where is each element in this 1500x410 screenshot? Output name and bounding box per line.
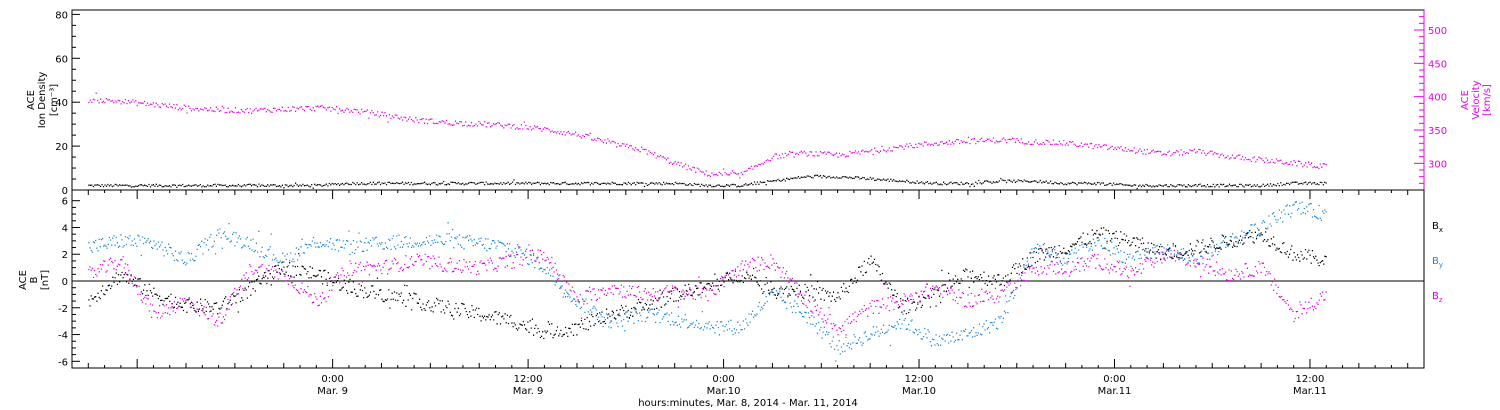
x-tick-time-label: 12:00 bbox=[905, 374, 934, 385]
top-right-tick-label: 350 bbox=[1428, 126, 1447, 137]
x-tick-time-label: 0:00 bbox=[712, 374, 734, 385]
x-tick-date-label: Mar. 9 bbox=[513, 386, 544, 397]
x-tick-time-label: 12:00 bbox=[1296, 374, 1325, 385]
top-left-ylabel-1: ACE bbox=[26, 90, 37, 110]
bottom-panel-frame bbox=[71, 189, 1425, 369]
series-ion-density bbox=[88, 174, 1327, 190]
top-left-tick-label: 80 bbox=[55, 10, 68, 21]
bottom-ylabel-2: B bbox=[29, 276, 40, 283]
bottom-left-tick-label: -4 bbox=[58, 331, 68, 342]
bottom-left-tick-label: 0 bbox=[62, 277, 68, 288]
top-right-tick-label: 400 bbox=[1428, 93, 1447, 104]
bottom-left-tick-label: 4 bbox=[62, 223, 68, 234]
top-left-ylabel-3: [cm⁻³] bbox=[49, 84, 60, 116]
bottom-left-ticks: -6 -4 -2 0 2 4 6 bbox=[58, 197, 80, 368]
x-tick-time-label: 12:00 bbox=[514, 374, 543, 385]
legend-bx: Bx bbox=[1432, 221, 1443, 234]
top-panel: 0 20 40 60 80 300 350 400 450 500 ACE Ion Densit… bbox=[26, 9, 1493, 197]
x-tick-time-label: 0:00 bbox=[1103, 374, 1125, 385]
bottom-ylabel-1: ACE bbox=[18, 270, 29, 290]
legend-bz: Bz bbox=[1432, 291, 1443, 304]
top-right-ylabel-2: Velocity bbox=[1471, 80, 1482, 119]
top-panel-data bbox=[88, 92, 1327, 190]
series-by bbox=[88, 201, 1327, 362]
bottom-ylabel-3: [nT] bbox=[40, 270, 51, 290]
bottom-left-tick-label: 6 bbox=[62, 197, 68, 208]
top-left-tick-label: 0 bbox=[62, 186, 68, 197]
top-right-tick-label: 450 bbox=[1428, 59, 1447, 70]
bottom-left-tick-label: -2 bbox=[58, 304, 68, 315]
bottom-left-tick-label: -6 bbox=[58, 357, 68, 368]
top-left-tick-label: 40 bbox=[55, 98, 68, 109]
top-left-tick-label: 60 bbox=[55, 54, 68, 65]
bottom-panel-data bbox=[88, 201, 1327, 362]
x-tick-date-label: Mar.10 bbox=[902, 386, 936, 397]
series-bx bbox=[88, 227, 1327, 340]
x-tick-date-label: Mar. 9 bbox=[317, 386, 348, 397]
top-left-ylabel-2: Ion Density bbox=[37, 72, 48, 129]
top-right-tick-label: 300 bbox=[1428, 159, 1447, 170]
x-tick-date-label: Mar.10 bbox=[707, 386, 741, 397]
top-left-ticks: 0 20 40 60 80 bbox=[55, 10, 80, 197]
bottom-panel: -6 -4 -2 0 2 4 6 ACE B [nT] Bx By Bz bbox=[18, 189, 1443, 369]
x-tick-date-label: Mar.11 bbox=[1098, 386, 1132, 397]
series-velocity bbox=[88, 92, 1327, 179]
x-tick-date-label: Mar.11 bbox=[1293, 386, 1327, 397]
top-left-tick-label: 20 bbox=[55, 142, 68, 153]
bottom-left-tick-label: 2 bbox=[62, 250, 68, 261]
top-right-ticks: 300 350 400 450 500 bbox=[1414, 10, 1447, 190]
top-right-tick-label: 500 bbox=[1428, 26, 1447, 37]
top-panel-frame bbox=[71, 9, 1425, 191]
legend: Bx By Bz bbox=[1432, 221, 1443, 304]
x-tick-time-label: 0:00 bbox=[321, 374, 343, 385]
x-axis-label: hours:minutes, Mar. 8, 2014 - Mar. 11, 2… bbox=[638, 398, 858, 409]
legend-by: By bbox=[1432, 256, 1443, 269]
top-right-ylabel-1: ACE bbox=[1460, 90, 1471, 110]
top-right-ylabel-3: [km/s] bbox=[1482, 84, 1493, 116]
